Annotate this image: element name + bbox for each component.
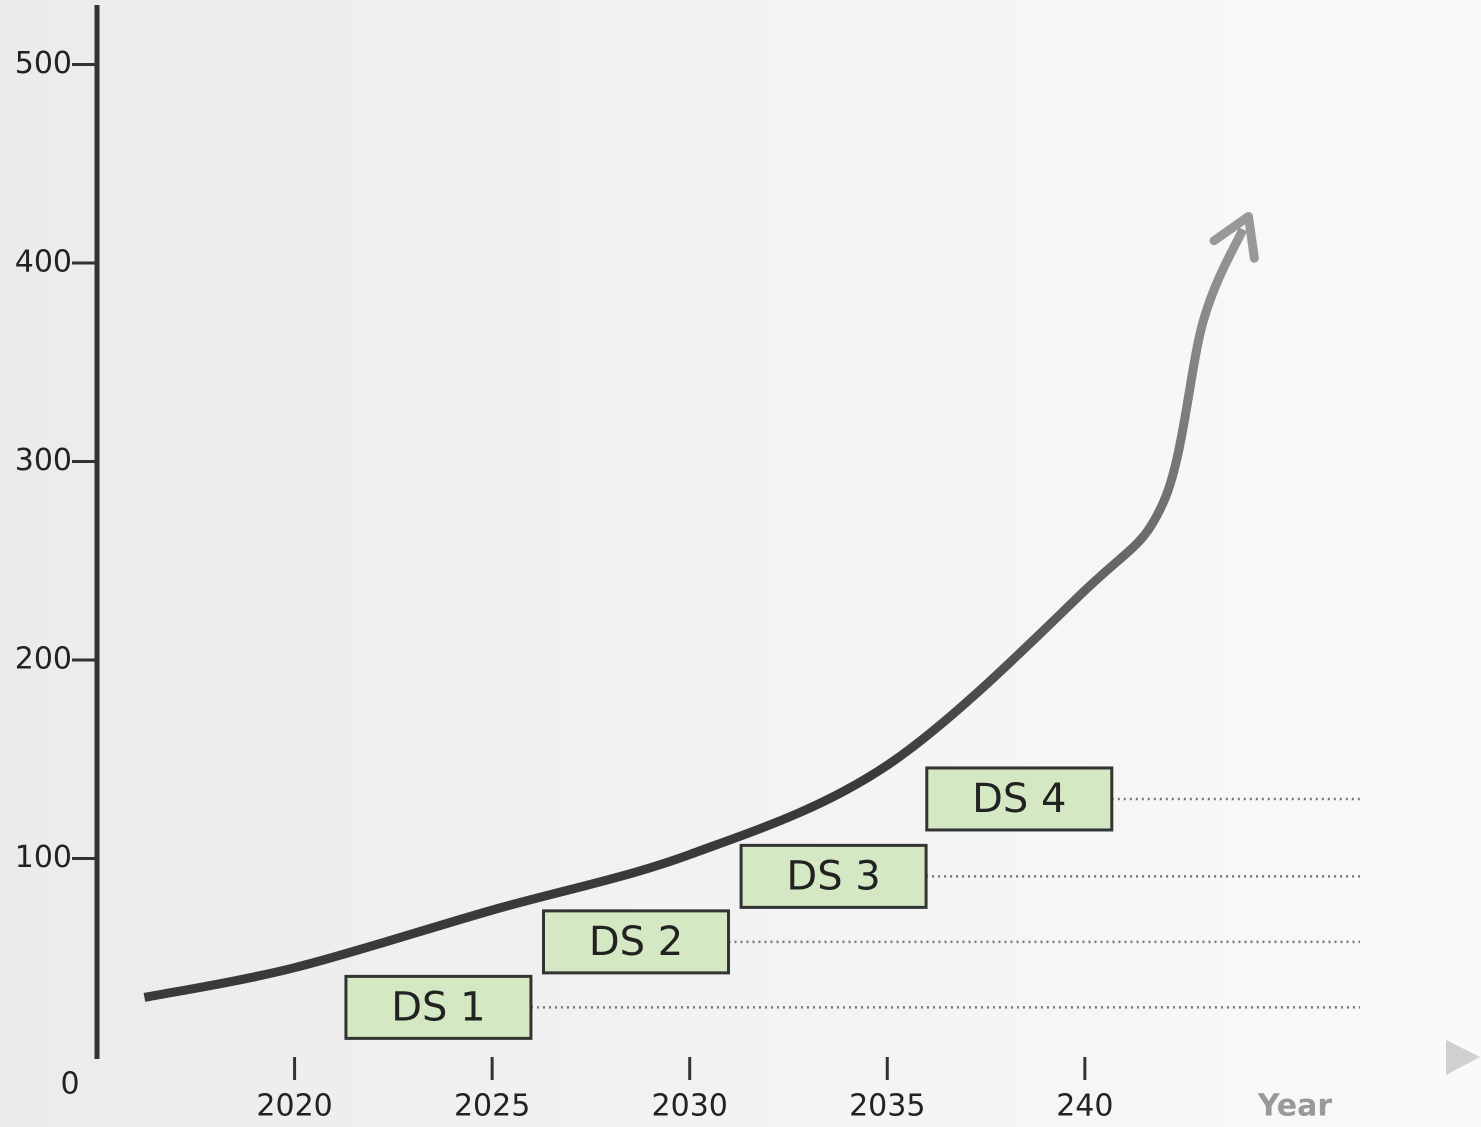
x-tick-label: 240 [1056,1089,1113,1124]
x-tick-label: 2020 [256,1089,332,1124]
y-tick-label: 500 [15,46,72,81]
y-tick-label: 300 [15,443,72,478]
ds-box [739,843,928,909]
y-tick-label: 200 [15,642,72,677]
ds-box [542,909,731,975]
curve-arrowhead [1209,211,1259,263]
x-tick-label: 2030 [652,1089,728,1124]
x-axis-arrow [1446,1040,1480,1075]
ds-label: DS 2 [589,919,683,965]
ds-box [344,974,533,1040]
ds-label: DS 4 [972,776,1066,822]
y-tick-label: 0 [60,1067,79,1102]
ds-box [925,766,1114,832]
x-tick-label: 2025 [454,1089,530,1124]
y-tick-label: 400 [15,245,72,280]
ds-label: DS 3 [786,853,880,899]
growth-curve [143,227,1248,1002]
y-tick-label: 100 [15,840,72,875]
x-axis-label: Year [1257,1089,1333,1124]
ds-label: DS 1 [391,984,485,1030]
x-tick-label: 2035 [849,1089,925,1124]
